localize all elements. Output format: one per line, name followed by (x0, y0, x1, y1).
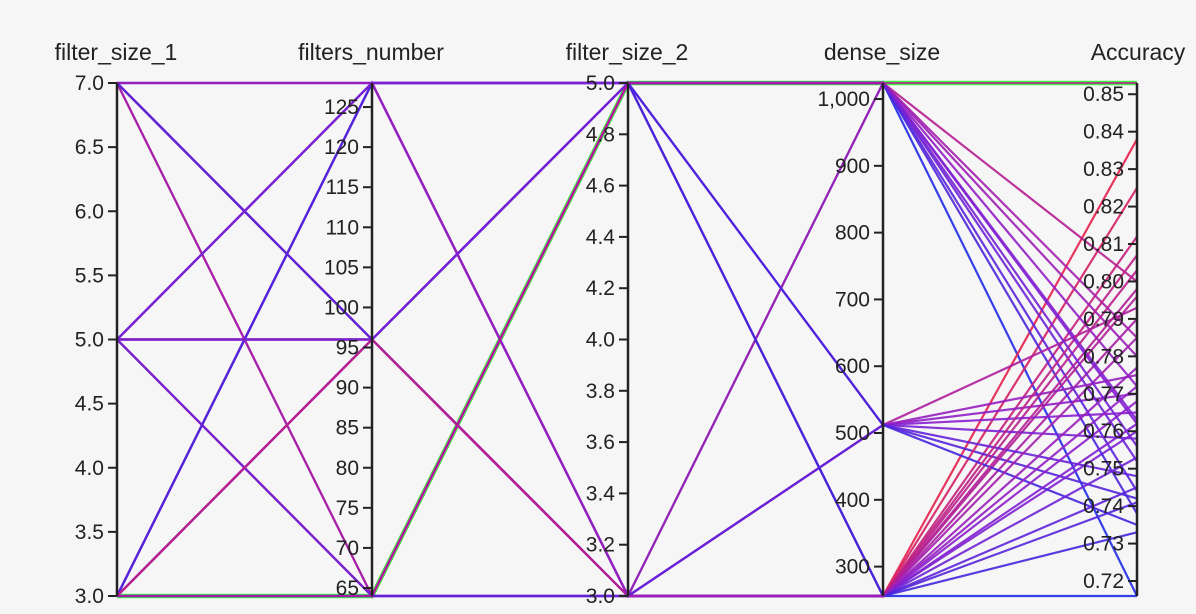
axis-title: dense_size (824, 39, 940, 65)
tick-label: 0.75 (1083, 458, 1124, 481)
tick-label: 3.5 (75, 521, 104, 544)
tick-label: 4.2 (586, 277, 615, 300)
tick-label: 0.85 (1083, 83, 1124, 106)
tick-label: 4.6 (586, 175, 615, 198)
tick-label: 4.5 (75, 393, 104, 416)
tick-label: 105 (324, 256, 359, 279)
tick-label: 0.78 (1083, 345, 1124, 368)
tick-label: 3.2 (586, 534, 615, 557)
tick-label: 0.79 (1083, 308, 1124, 331)
tick-label: 100 (324, 296, 359, 319)
tick-label: 0.74 (1083, 495, 1124, 518)
axis-Accuracy[interactable]: Accuracy 0.72 0.73 0.74 0.75 0.76 0.77 0.78 0.79… (1083, 39, 1186, 596)
axes: filter_size_1 3.0 3.5 4.0 4.5 5.0 5.5 6.0 6.5 7.0… (55, 39, 1186, 608)
tick-label: 0.80 (1083, 270, 1124, 293)
tick-label: 90 (336, 377, 359, 400)
tick-label: 4.8 (586, 123, 615, 146)
tick-label: 0.72 (1083, 570, 1124, 593)
tick-label: 500 (835, 422, 870, 445)
tick-label: 5.0 (75, 329, 104, 352)
tick-label: 80 (336, 457, 359, 480)
tick-label: 400 (835, 489, 870, 512)
tick-label: 0.73 (1083, 533, 1124, 556)
tick-label: 115 (326, 176, 359, 199)
tick-label: 0.83 (1083, 158, 1124, 181)
tick-label: 3.4 (586, 482, 616, 505)
tick-label: 6.5 (75, 136, 104, 159)
tick-label: 65 (336, 577, 359, 600)
tick-label: 3.8 (586, 380, 615, 403)
tick-label: 0.81 (1083, 233, 1124, 256)
tick-label: 600 (835, 355, 870, 378)
axis-title: filter_size_2 (566, 39, 689, 65)
tick-label: 300 (835, 556, 870, 579)
tick-label: 700 (835, 288, 870, 311)
tick-label: 0.76 (1083, 420, 1124, 443)
tick-label: 0.82 (1083, 196, 1124, 219)
tick-label: 4.4 (586, 226, 616, 249)
axis-title: filter_size_1 (55, 39, 178, 65)
tick-label: 7.0 (75, 72, 104, 95)
axis-title: Accuracy (1091, 39, 1186, 65)
tick-label: 120 (324, 136, 359, 159)
axis-filter-size-1[interactable]: filter_size_1 3.0 3.5 4.0 4.5 5.0 5.5 6.0 6.5 7.0 (55, 39, 178, 608)
tick-label: 110 (326, 216, 359, 239)
tick-label: 95 (336, 337, 359, 360)
axis-title: filters_number (298, 39, 444, 65)
tick-label: 0.84 (1083, 121, 1124, 144)
tick-label: 5.0 (586, 72, 615, 95)
axis-filters-number[interactable]: filters_number 65 70 75 80 85 90 95 100 105 110 115… (298, 39, 444, 600)
tick-label: 3.0 (586, 585, 615, 608)
tick-label: 800 (835, 222, 870, 245)
tick-label: 75 (336, 497, 359, 520)
axis-dense-size[interactable]: dense_size 300 400 500 600 700 800 900 1,000 (817, 39, 940, 596)
tick-label: 5.5 (75, 264, 104, 287)
tick-label: 0.77 (1083, 383, 1124, 406)
tick-label: 1,000 (817, 88, 870, 111)
tick-label: 3.6 (586, 431, 615, 454)
tick-label: 900 (835, 155, 870, 178)
tick-label: 70 (336, 537, 359, 560)
tick-label: 125 (324, 96, 359, 119)
tick-label: 3.0 (75, 585, 104, 608)
axis-filter-size-2[interactable]: filter_size_2 3.0 3.2 3.4 3.6 3.8 4.0 4.2 4.4 4.6… (566, 39, 689, 608)
tick-label: 6.0 (75, 200, 104, 223)
tick-label: 4.0 (75, 457, 104, 480)
tick-label: 4.0 (586, 329, 615, 352)
tick-label: 85 (336, 417, 359, 440)
